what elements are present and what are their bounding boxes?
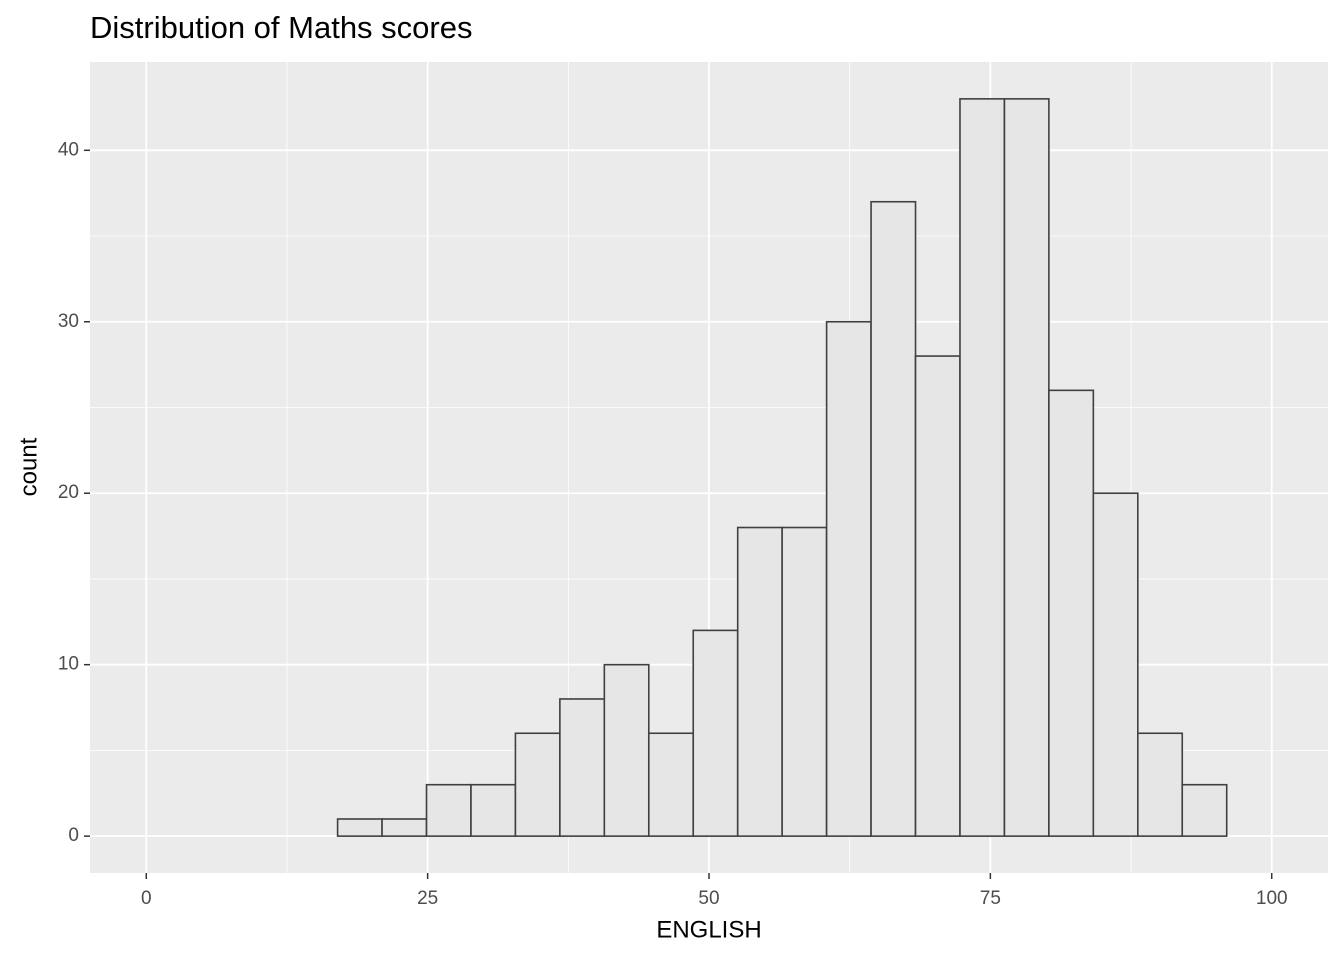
bar bbox=[959, 98, 1006, 837]
bar bbox=[1136, 732, 1184, 837]
y-tick-label: 0 bbox=[68, 825, 79, 846]
bar bbox=[425, 783, 472, 837]
x-tick-label: 50 bbox=[698, 888, 719, 909]
x-tick-label: 0 bbox=[141, 888, 152, 909]
bar bbox=[1048, 389, 1095, 837]
bar bbox=[559, 698, 606, 837]
bar bbox=[1092, 492, 1139, 837]
bar bbox=[870, 200, 917, 837]
bar bbox=[1181, 783, 1228, 837]
y-tick-label: 30 bbox=[58, 311, 79, 332]
bar bbox=[381, 818, 428, 837]
bar bbox=[825, 320, 872, 837]
bar bbox=[336, 818, 383, 837]
bar bbox=[1003, 98, 1050, 837]
bar bbox=[914, 355, 961, 837]
bar bbox=[781, 526, 828, 837]
chart-title: Distribution of Maths scores bbox=[90, 10, 472, 45]
y-tick-label: 40 bbox=[58, 139, 79, 160]
y-tick-label: 10 bbox=[58, 654, 79, 675]
x-tick-label: 100 bbox=[1256, 888, 1288, 909]
x-tick-label: 75 bbox=[980, 888, 1001, 909]
bar bbox=[514, 732, 561, 837]
bar bbox=[603, 663, 650, 837]
y-tick-label: 20 bbox=[58, 482, 79, 503]
bar bbox=[647, 732, 695, 837]
y-axis-title: count bbox=[15, 437, 42, 496]
x-axis-title: ENGLISH bbox=[656, 916, 761, 943]
x-tick-label: 25 bbox=[417, 888, 438, 909]
bar bbox=[736, 526, 783, 837]
bar bbox=[692, 629, 739, 837]
bar bbox=[470, 783, 517, 837]
